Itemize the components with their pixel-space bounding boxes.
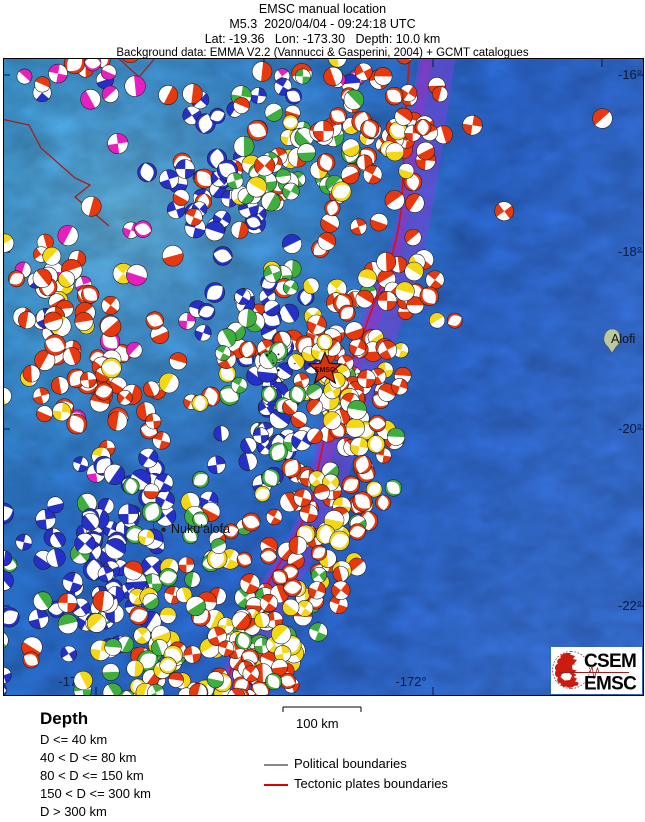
svg-text:Alofi: Alofi	[611, 332, 635, 346]
svg-text:EMSC: EMSC	[584, 674, 637, 695]
svg-text:-16°: -16°	[618, 67, 642, 82]
svg-text:CSEM: CSEM	[584, 651, 636, 672]
svg-text:-172°: -172°	[395, 674, 426, 689]
svg-text:-18°: -18°	[618, 244, 642, 259]
svg-text:-22°: -22°	[618, 598, 642, 613]
svg-text:EMSC: EMSC	[315, 367, 335, 374]
svg-text:Nuku’alofa: Nuku’alofa	[171, 522, 230, 536]
svg-text:-20°: -20°	[618, 421, 642, 436]
